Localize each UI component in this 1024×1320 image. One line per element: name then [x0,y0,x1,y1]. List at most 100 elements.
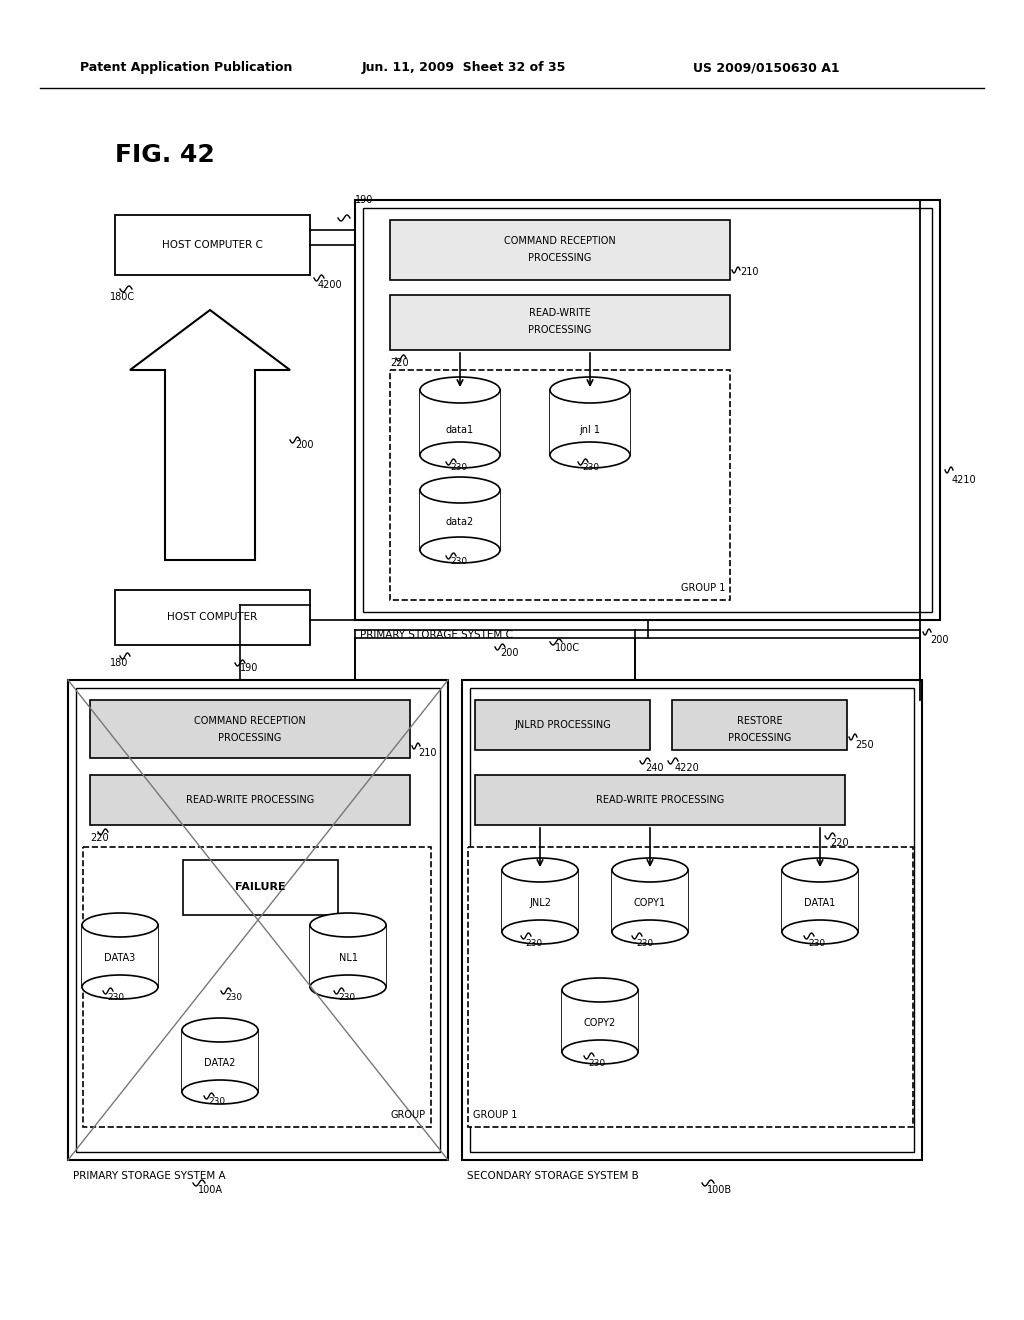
Ellipse shape [502,920,578,944]
Bar [502,870,578,932]
Bar [362,209,932,612]
Bar [82,925,158,987]
Bar [390,220,730,280]
Text: 230: 230 [636,939,653,948]
Ellipse shape [562,978,638,1002]
Text: 4200: 4200 [318,280,343,290]
Text: COPY1: COPY1 [634,898,666,908]
Text: READ-WRITE: READ-WRITE [529,308,591,318]
Ellipse shape [82,975,158,999]
Ellipse shape [182,1018,258,1041]
Text: 230: 230 [450,557,467,566]
Text: 200: 200 [930,635,948,645]
Text: data2: data2 [445,517,474,527]
Text: FAILURE: FAILURE [236,883,286,892]
Ellipse shape [82,913,158,937]
Bar [562,990,638,1052]
Bar [470,688,914,1152]
Ellipse shape [420,477,500,503]
Ellipse shape [562,1040,638,1064]
Bar [782,870,858,932]
Text: 190: 190 [240,663,258,673]
Text: PROCESSING: PROCESSING [528,253,592,263]
Bar [390,294,730,350]
Bar [115,590,310,645]
Bar [310,925,386,987]
Text: 100C: 100C [555,643,581,653]
Ellipse shape [310,975,386,999]
Bar [90,700,410,758]
Bar [115,215,310,275]
Text: READ-WRITE PROCESSING: READ-WRITE PROCESSING [186,795,314,805]
Text: RESTORE: RESTORE [736,715,782,726]
Text: 250: 250 [855,741,873,750]
Text: FIG. 42: FIG. 42 [115,143,215,168]
Bar [550,389,630,455]
Text: 230: 230 [588,1059,605,1068]
Text: 180: 180 [110,657,128,668]
Ellipse shape [612,858,688,882]
Text: Jun. 11, 2009  Sheet 32 of 35: Jun. 11, 2009 Sheet 32 of 35 [362,62,566,74]
Text: DATA2: DATA2 [205,1059,236,1068]
Text: PROCESSING: PROCESSING [218,733,282,743]
Text: NL1: NL1 [339,953,357,964]
Text: JNL2: JNL2 [529,898,551,908]
Text: JNLRD PROCESSING: JNLRD PROCESSING [514,719,611,730]
Text: 230: 230 [106,994,124,1002]
Ellipse shape [782,920,858,944]
Bar [355,201,940,620]
Text: 230: 230 [208,1097,225,1106]
Text: 210: 210 [740,267,759,277]
Text: 180C: 180C [110,292,135,302]
Text: jnl 1: jnl 1 [580,425,600,436]
Polygon shape [130,310,290,560]
Text: GROUP 1: GROUP 1 [681,583,725,593]
Ellipse shape [550,378,630,403]
Text: COPY2: COPY2 [584,1018,616,1028]
Text: GROUP 1: GROUP 1 [473,1110,517,1119]
Ellipse shape [612,920,688,944]
Ellipse shape [782,858,858,882]
Text: GROUP: GROUP [391,1110,426,1119]
Ellipse shape [420,378,500,403]
Text: 220: 220 [830,838,849,847]
Ellipse shape [502,858,578,882]
Ellipse shape [182,1080,258,1104]
Bar [182,1030,258,1092]
Text: 230: 230 [338,994,355,1002]
Text: 240: 240 [645,763,664,774]
Bar [183,861,338,915]
Text: PRIMARY STORAGE SYSTEM C: PRIMARY STORAGE SYSTEM C [360,630,513,640]
Bar [420,389,500,455]
Bar [90,775,410,825]
Bar [475,700,650,750]
Text: 230: 230 [582,463,599,473]
Text: READ-WRITE PROCESSING: READ-WRITE PROCESSING [596,795,724,805]
Bar [68,680,449,1160]
Bar [612,870,688,932]
Bar [390,370,730,601]
Text: 190: 190 [355,195,374,205]
Text: 4210: 4210 [952,475,977,484]
Text: 230: 230 [808,939,825,948]
Text: PROCESSING: PROCESSING [528,325,592,335]
Bar [420,490,500,550]
Text: DATA3: DATA3 [104,953,135,964]
Text: 230: 230 [225,994,242,1002]
Text: HOST COMPUTER C: HOST COMPUTER C [162,240,263,249]
Ellipse shape [420,537,500,564]
Bar [76,688,440,1152]
Text: US 2009/0150630 A1: US 2009/0150630 A1 [693,62,840,74]
Text: 200: 200 [295,440,313,450]
Text: Patent Application Publication: Patent Application Publication [80,62,293,74]
Text: COMMAND RECEPTION: COMMAND RECEPTION [504,236,615,246]
Text: 230: 230 [525,939,542,948]
Text: PRIMARY STORAGE SYSTEM A: PRIMARY STORAGE SYSTEM A [73,1171,225,1181]
Text: 220: 220 [90,833,109,843]
Bar [468,847,913,1127]
Ellipse shape [420,442,500,469]
Text: COMMAND RECEPTION: COMMAND RECEPTION [195,715,306,726]
Bar [83,847,431,1127]
Ellipse shape [310,913,386,937]
Ellipse shape [550,442,630,469]
